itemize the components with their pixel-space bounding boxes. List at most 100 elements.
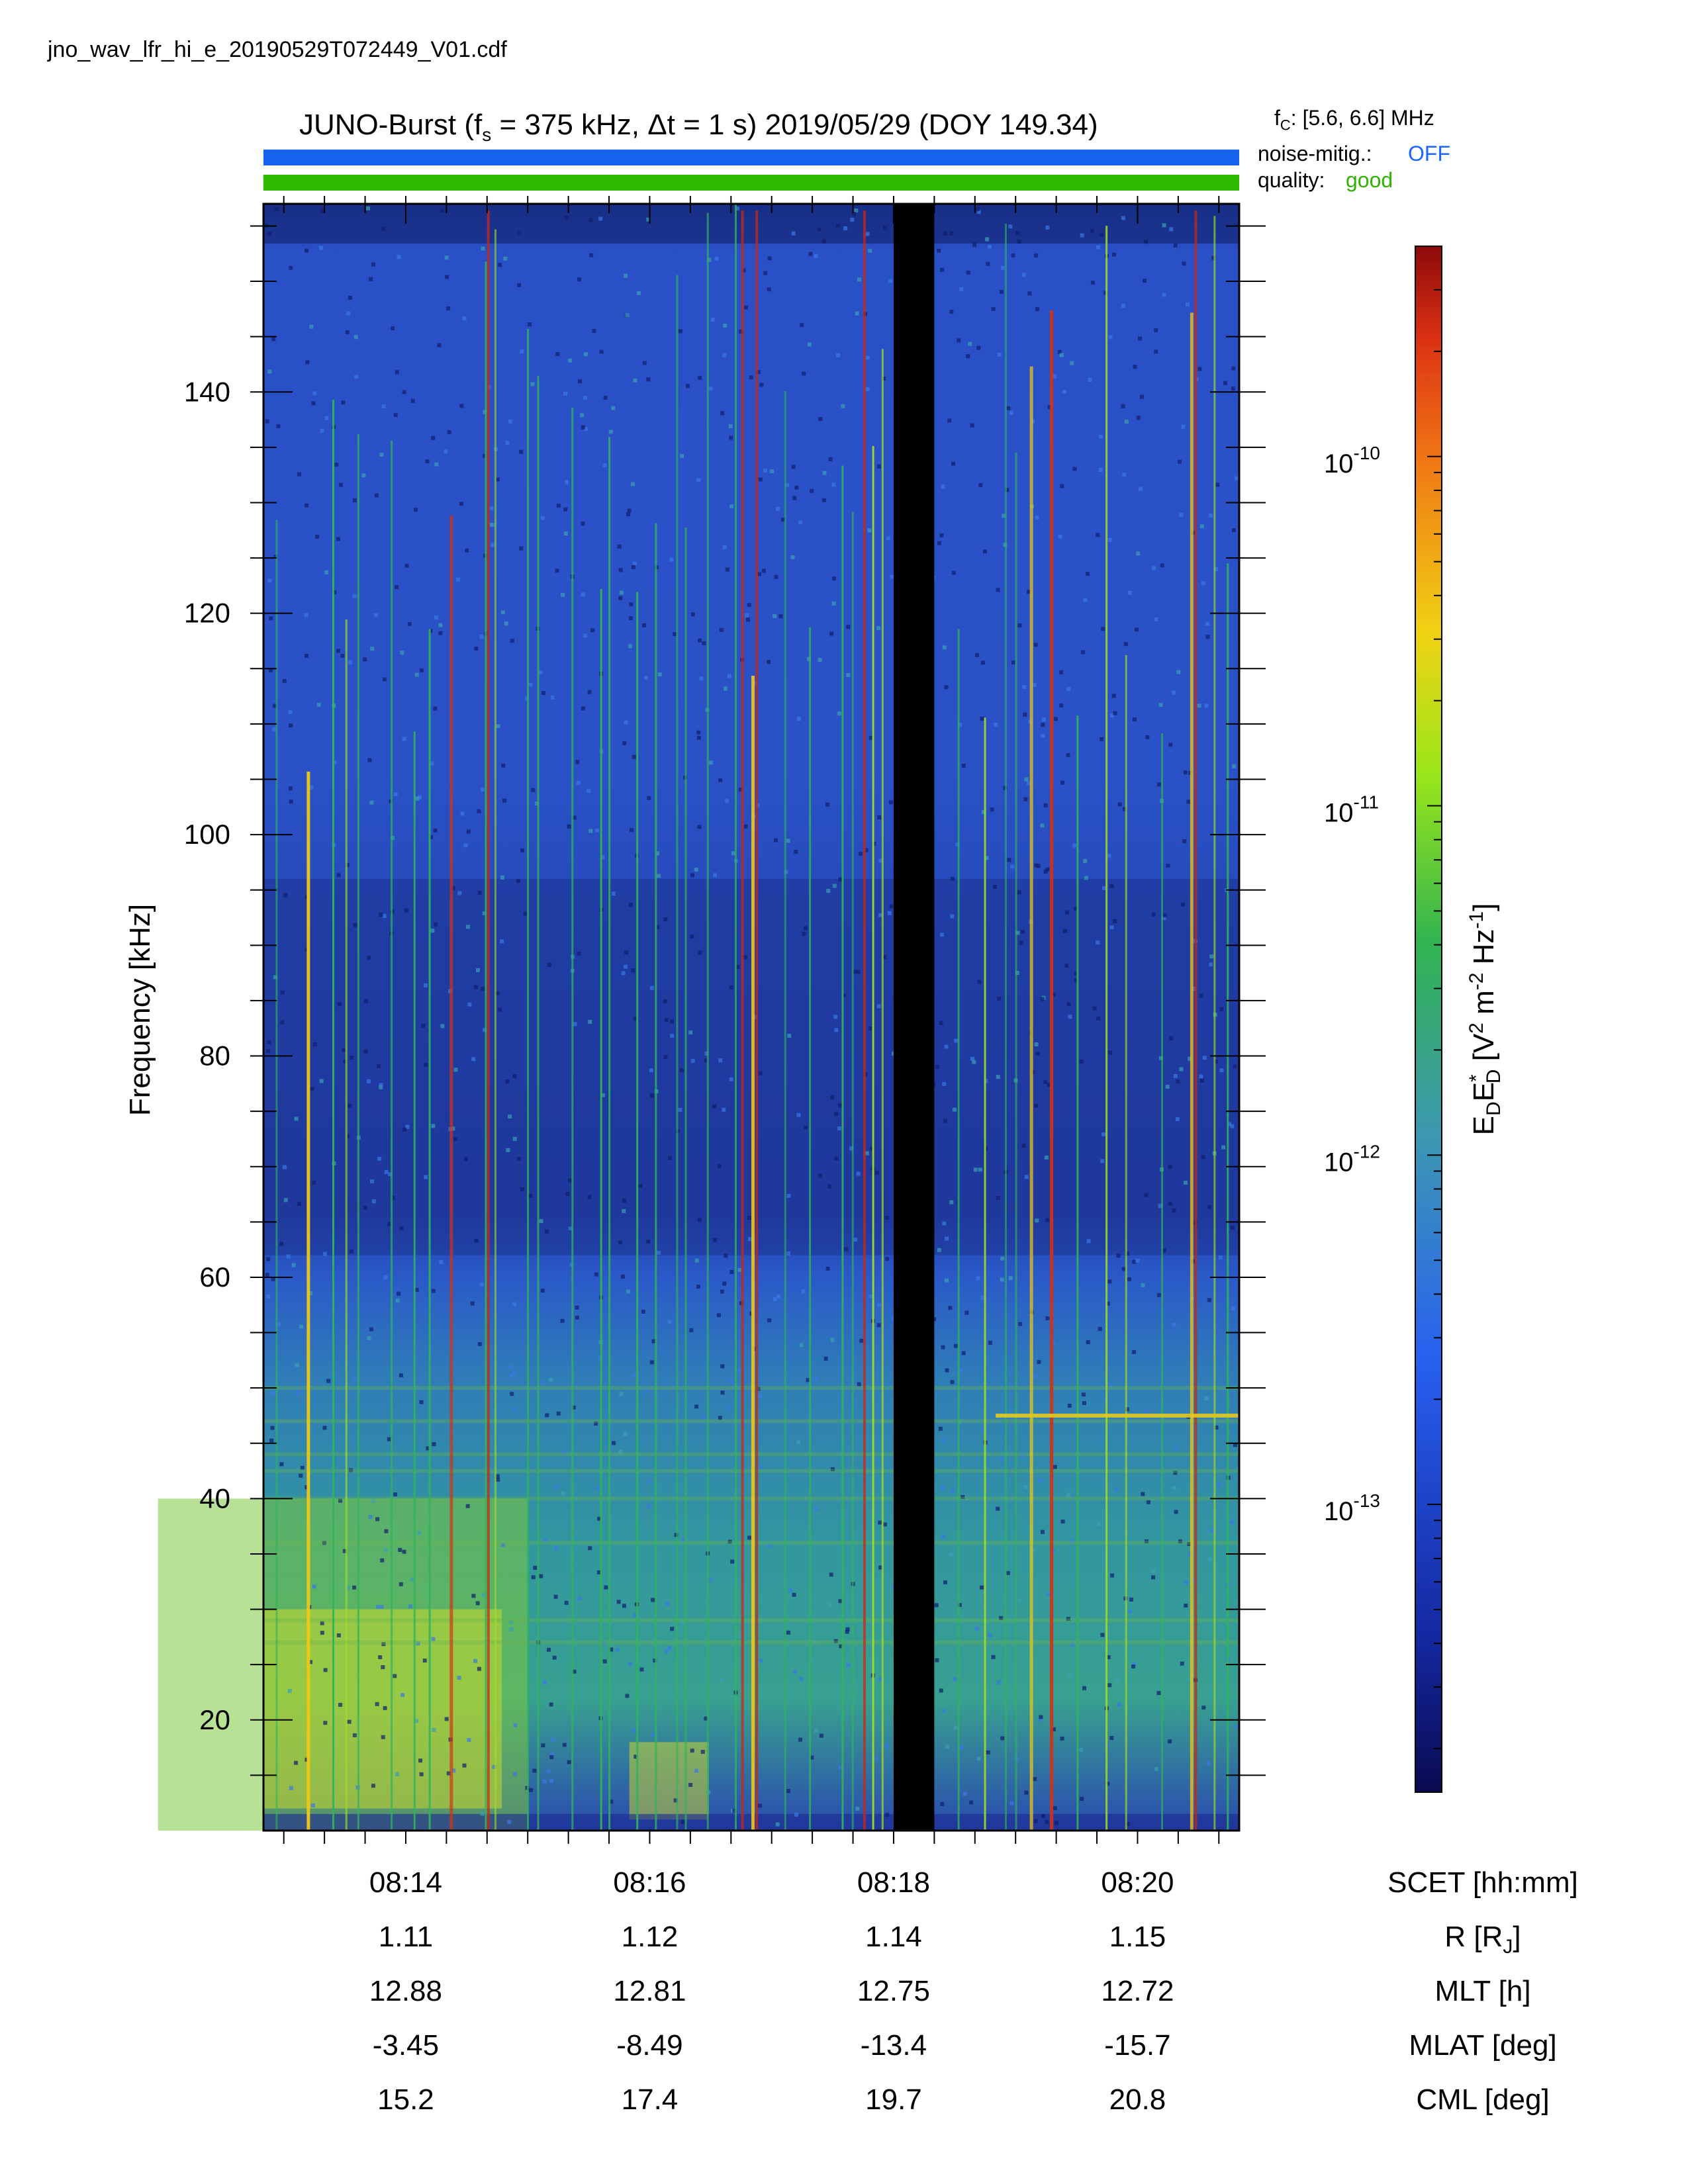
noise-speck xyxy=(1151,912,1156,917)
noise-speck xyxy=(1072,467,1077,471)
noise-speck xyxy=(1002,514,1006,518)
noise-speck xyxy=(308,1291,313,1295)
noise-speck xyxy=(719,1677,724,1682)
noise-speck xyxy=(964,1310,969,1315)
noise-speck xyxy=(532,1768,537,1773)
noise-speck xyxy=(440,1024,445,1028)
noise-speck xyxy=(786,1251,790,1255)
noise-speck xyxy=(977,979,982,984)
noise-speck xyxy=(679,1068,684,1073)
noise-speck xyxy=(500,939,504,944)
noise-speck xyxy=(720,411,725,416)
noise-speck xyxy=(780,518,785,522)
noise-speck xyxy=(434,462,439,467)
noise-speck xyxy=(991,307,996,312)
noise-speck xyxy=(623,1432,628,1436)
noise-speck xyxy=(1031,1548,1035,1553)
noise-speck xyxy=(667,1156,672,1160)
noise-speck xyxy=(642,361,647,365)
emission-patch xyxy=(629,1742,709,1820)
noise-speck xyxy=(1010,864,1015,869)
noise-speck xyxy=(822,471,827,475)
burst-line xyxy=(1029,366,1033,1831)
noise-speck xyxy=(479,634,484,639)
noise-speck xyxy=(1179,1067,1184,1071)
ephemeris-value: 1.15 xyxy=(1109,1921,1166,1953)
noise-speck xyxy=(632,754,636,759)
noise-speck xyxy=(1038,1479,1043,1483)
noise-speck xyxy=(700,1750,705,1754)
noise-speck xyxy=(459,404,464,408)
noise-speck xyxy=(563,391,568,396)
noise-speck xyxy=(1116,1253,1121,1258)
noise-speck xyxy=(1136,416,1141,420)
noise-speck xyxy=(763,469,768,473)
noise-speck xyxy=(577,1596,582,1601)
noise-speck xyxy=(414,508,418,512)
noise-speck xyxy=(1234,1724,1239,1729)
noise-speck xyxy=(942,1081,947,1086)
noise-speck xyxy=(1058,534,1062,539)
noise-speck xyxy=(821,498,826,502)
noise-speck xyxy=(996,1506,1000,1511)
noise-speck xyxy=(380,1558,385,1563)
noise-speck xyxy=(348,660,353,664)
ephemeris-value: 20.8 xyxy=(1109,2083,1166,2116)
noise-speck xyxy=(590,628,595,633)
noise-speck xyxy=(767,287,771,292)
noise-speck xyxy=(1107,1279,1112,1284)
noise-speck xyxy=(1080,1797,1084,1801)
noise-speck xyxy=(1173,1073,1178,1078)
noise-speck xyxy=(337,1002,342,1007)
noise-speck xyxy=(767,256,772,261)
noise-speck xyxy=(831,601,836,606)
noise-speck xyxy=(1059,353,1064,357)
noise-speck xyxy=(564,1600,569,1605)
noise-speck xyxy=(728,424,733,429)
noise-speck xyxy=(1154,328,1158,332)
noise-speck xyxy=(324,570,329,574)
noise-speck xyxy=(680,1819,685,1824)
noise-speck xyxy=(451,1768,456,1773)
noise-speck xyxy=(500,1543,505,1547)
noise-speck xyxy=(384,1529,389,1533)
noise-speck xyxy=(865,232,870,236)
burst-line xyxy=(1213,216,1216,1831)
noise-speck xyxy=(539,1218,543,1223)
noise-speck xyxy=(439,1260,444,1265)
noise-speck xyxy=(1009,1801,1014,1805)
noise-speck xyxy=(1079,1747,1084,1752)
noise-speck xyxy=(431,435,436,440)
noise-speck xyxy=(1142,279,1147,283)
noise-speck xyxy=(1034,253,1039,258)
noise-speck xyxy=(722,1281,727,1286)
noise-speck xyxy=(1045,1819,1049,1824)
noise-speck xyxy=(419,1400,424,1404)
noise-speck xyxy=(1023,712,1027,717)
noise-speck xyxy=(1033,643,1038,647)
noise-speck xyxy=(481,246,485,251)
noise-speck xyxy=(595,828,600,833)
noise-speck xyxy=(1100,1633,1105,1637)
noise-speck xyxy=(1059,670,1064,674)
noise-speck xyxy=(577,277,581,282)
noise-speck xyxy=(949,231,954,236)
noise-speck xyxy=(759,1465,763,1469)
noise-speck xyxy=(352,1585,357,1590)
noise-speck xyxy=(1053,1465,1057,1469)
noise-speck xyxy=(849,1146,854,1151)
noise-speck xyxy=(814,254,818,259)
noise-speck xyxy=(1015,971,1019,976)
noise-speck xyxy=(884,1215,889,1220)
noise-speck xyxy=(388,1172,393,1177)
noise-speck xyxy=(507,1820,512,1825)
burst-line xyxy=(706,212,709,1831)
noise-speck xyxy=(694,1768,699,1773)
noise-speck xyxy=(974,1626,979,1631)
noise-speck xyxy=(369,277,373,281)
noise-speck xyxy=(402,1127,407,1132)
noise-speck xyxy=(538,670,543,674)
noise-speck xyxy=(739,329,743,334)
noise-speck xyxy=(633,378,637,383)
noise-speck xyxy=(531,788,536,792)
